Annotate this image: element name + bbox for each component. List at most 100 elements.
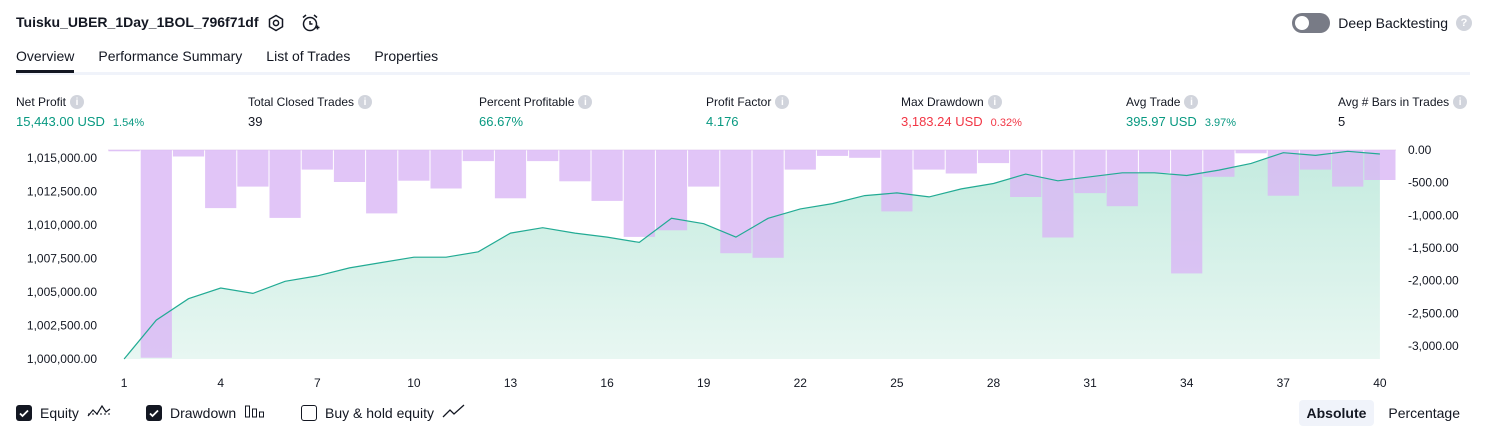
drawdown-bar [720,150,752,254]
drawdown-bar [816,150,849,156]
drawdown-bar [1106,150,1138,207]
x-axis-tick: 13 [504,376,518,390]
drawdown-bar [977,150,1010,164]
metric-value: 15,443.00 USD [16,114,105,129]
gear-icon[interactable] [266,13,286,33]
metric-label: Avg Trade [1126,95,1181,109]
drawdown-bar [1267,150,1299,196]
metric-value: 39 [248,114,263,129]
legend-equity[interactable]: Equity [16,403,111,422]
metric-percent-profitable: Percent Profitable i 66.67% [479,94,593,129]
right-axis-tick: -2,500.00 [1408,306,1459,320]
drawdown-bar [1332,150,1364,187]
legend-buy-hold[interactable]: Buy & hold equity [301,403,466,422]
info-icon[interactable]: i [578,95,593,109]
metric-total-closed-trades: Total Closed Trades i 39 [248,94,373,129]
drawdown-bar [913,150,945,170]
metric-label: Net Profit [16,95,67,109]
drawdown-bar [591,150,623,201]
absolute-button[interactable]: Absolute [1298,400,1375,426]
equity-drawdown-chart[interactable]: 1,000,000.00 1,002,500.00 1,005,000.00 1,00… [0,140,1486,395]
metric-percent: 3.97% [1204,117,1237,129]
drawdown-bar [301,150,333,170]
metric-label: Profit Factor [706,95,772,109]
drawdown-bar [881,150,913,212]
x-axis-tick: 25 [890,376,904,390]
strategy-title: Tuisku_UBER_1Day_1BOL_796f71df [16,14,259,30]
drawdown-bar [333,150,366,182]
drawdown-bar [1171,150,1203,274]
x-axis-tick: 1 [121,376,128,390]
drawdown-bar [688,150,720,187]
drawdown-bar [849,150,881,158]
right-axis-tick: -1,500.00 [1408,241,1459,255]
drawdown-bar [108,150,140,152]
drawdown-bar [1138,150,1171,173]
left-axis-tick: 1,010,000.00 [27,218,97,232]
drawdown-bar [1042,150,1074,238]
info-icon[interactable]: i [70,95,85,109]
x-axis-tick: 7 [314,376,321,390]
metric-percent: 0.32% [990,117,1022,129]
x-axis-tick: 34 [1180,376,1194,390]
metric-value: 4.176 [706,114,739,129]
drawdown-bar [430,150,462,189]
equity-label: Equity [40,404,79,421]
drawdown-bar [1203,150,1235,177]
left-axis-tick: 1,007,500.00 [27,252,97,266]
deep-backtesting-label: Deep Backtesting [1338,15,1448,31]
tab-divider [16,72,1470,75]
left-axis-tick: 1,002,500.00 [27,319,97,333]
info-icon[interactable]: i [1453,95,1468,109]
metric-value: 3,183.24 USD [901,114,983,129]
buy-hold-checkbox[interactable] [301,404,317,421]
drawdown-bar [1074,150,1106,194]
x-axis-tick: 22 [794,376,808,390]
tab-list-of-trades[interactable]: List of Trades [266,48,351,64]
drawdown-checkbox[interactable] [146,404,162,421]
legend-drawdown[interactable]: Drawdown [146,403,266,422]
drawdown-bar [237,150,269,187]
drawdown-bar [559,150,591,182]
drawdown-bar [527,150,559,162]
tab-bar: Overview Performance Summary List of Tra… [16,48,438,73]
drawdown-bar [1364,150,1396,180]
info-icon[interactable]: i [775,95,790,109]
alarm-clock-add-icon[interactable] [300,13,320,33]
value-mode-toggle: Absolute Percentage [1298,400,1469,426]
help-icon[interactable]: ? [1456,15,1472,31]
drawdown-bar [655,150,688,231]
drawdown-bar [623,150,655,237]
tab-properties[interactable]: Properties [374,48,439,64]
info-icon[interactable]: i [1184,95,1199,109]
tab-performance-summary[interactable]: Performance Summary [98,48,243,64]
x-axis-tick: 28 [987,376,1001,390]
drawdown-bar [205,150,237,209]
drawdown-bar [752,150,784,258]
x-axis-tick: 31 [1083,376,1097,390]
drawdown-bar [945,150,977,174]
tab-overview[interactable]: Overview [16,48,75,73]
equity-checkbox[interactable] [16,404,32,421]
deep-backtesting-toggle[interactable] [1292,13,1331,33]
deep-backtesting-control: Deep Backtesting ? [1292,13,1472,33]
drawdown-bar [1299,150,1332,170]
metric-value: 5 [1338,114,1346,129]
right-axis-tick: -1,000.00 [1408,208,1459,222]
x-axis-tick: 10 [407,376,421,390]
drawdown-bar [494,150,527,199]
percentage-button[interactable]: Percentage [1388,405,1460,421]
x-axis-tick: 37 [1277,376,1291,390]
buy-hold-label: Buy & hold equity [325,404,434,421]
drawdown-bar [269,150,301,218]
metric-value: 66.67% [479,114,524,129]
equity-line-icon [87,403,111,422]
left-axis-tick: 1,005,000.00 [27,285,97,299]
metric-label: Avg # Bars in Trades [1338,95,1450,109]
x-axis-tick: 4 [217,376,224,390]
info-icon[interactable]: i [358,95,373,109]
info-icon[interactable]: i [987,95,1002,109]
metric-percent: 1.54% [112,117,145,129]
metric-label: Max Drawdown [901,95,984,109]
drawdown-bar [140,150,172,358]
